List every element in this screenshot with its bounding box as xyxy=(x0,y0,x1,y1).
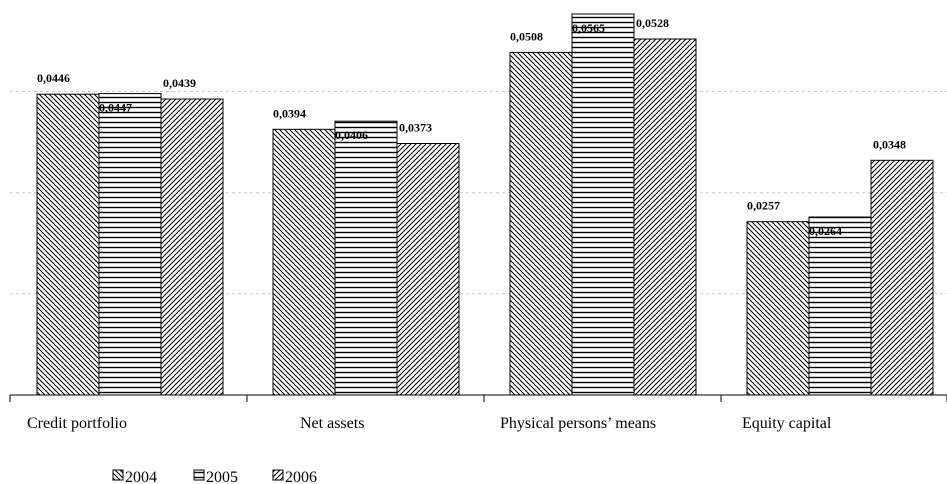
x-axis-ticks xyxy=(9,395,947,402)
bar-2006-3 xyxy=(633,38,697,396)
legend-label-2005: 2005 xyxy=(206,469,238,484)
value-labels: 0,0446 0,0394 0,0508 0,0257 0,0447 0,0406 0,05… xyxy=(37,16,906,238)
bar-2005-4 xyxy=(808,216,872,396)
legend-swatch-2005 xyxy=(193,469,205,481)
bar-2004-3 xyxy=(509,51,573,396)
legend-label-2004: 2004 xyxy=(125,469,157,484)
value-label: 0,0406 xyxy=(335,128,368,142)
bar-2005-1 xyxy=(98,93,162,396)
value-label: 0,0508 xyxy=(510,29,543,43)
bars xyxy=(36,13,934,396)
value-label: 0,0373 xyxy=(399,121,432,135)
category-label: Equity capital xyxy=(742,415,832,432)
legend: 2004 2005 2006 xyxy=(112,469,317,484)
legend-swatch-2006 xyxy=(272,469,284,481)
value-label: 0,0565 xyxy=(572,21,605,35)
value-label: 0,0264 xyxy=(809,224,842,238)
value-label: 0,0446 xyxy=(37,71,70,85)
bar-2004-2 xyxy=(272,128,336,396)
value-label: 0,0439 xyxy=(163,76,196,90)
category-labels: Credit portfolio Net assets Physical perso… xyxy=(27,415,832,432)
value-label: 0,0447 xyxy=(99,101,132,115)
value-label: 0,0394 xyxy=(273,106,306,120)
legend-label-2006: 2006 xyxy=(285,469,317,484)
category-label: Net assets xyxy=(300,415,364,432)
value-label: 0,0257 xyxy=(747,199,780,213)
bar-2006-2 xyxy=(396,143,460,396)
bar-2006-1 xyxy=(160,98,224,396)
value-label: 0,0348 xyxy=(873,137,906,151)
bar-2004-4 xyxy=(746,221,810,396)
bar-2006-4 xyxy=(870,159,934,396)
value-label: 0,0528 xyxy=(636,16,669,30)
bar-2005-2 xyxy=(334,120,398,396)
legend-swatch-2004 xyxy=(112,469,124,481)
category-label: Credit portfolio xyxy=(27,415,127,432)
category-label: Physical persons’ means xyxy=(500,415,656,432)
bar-2004-1 xyxy=(36,93,100,396)
bar-2005-3 xyxy=(571,13,635,396)
